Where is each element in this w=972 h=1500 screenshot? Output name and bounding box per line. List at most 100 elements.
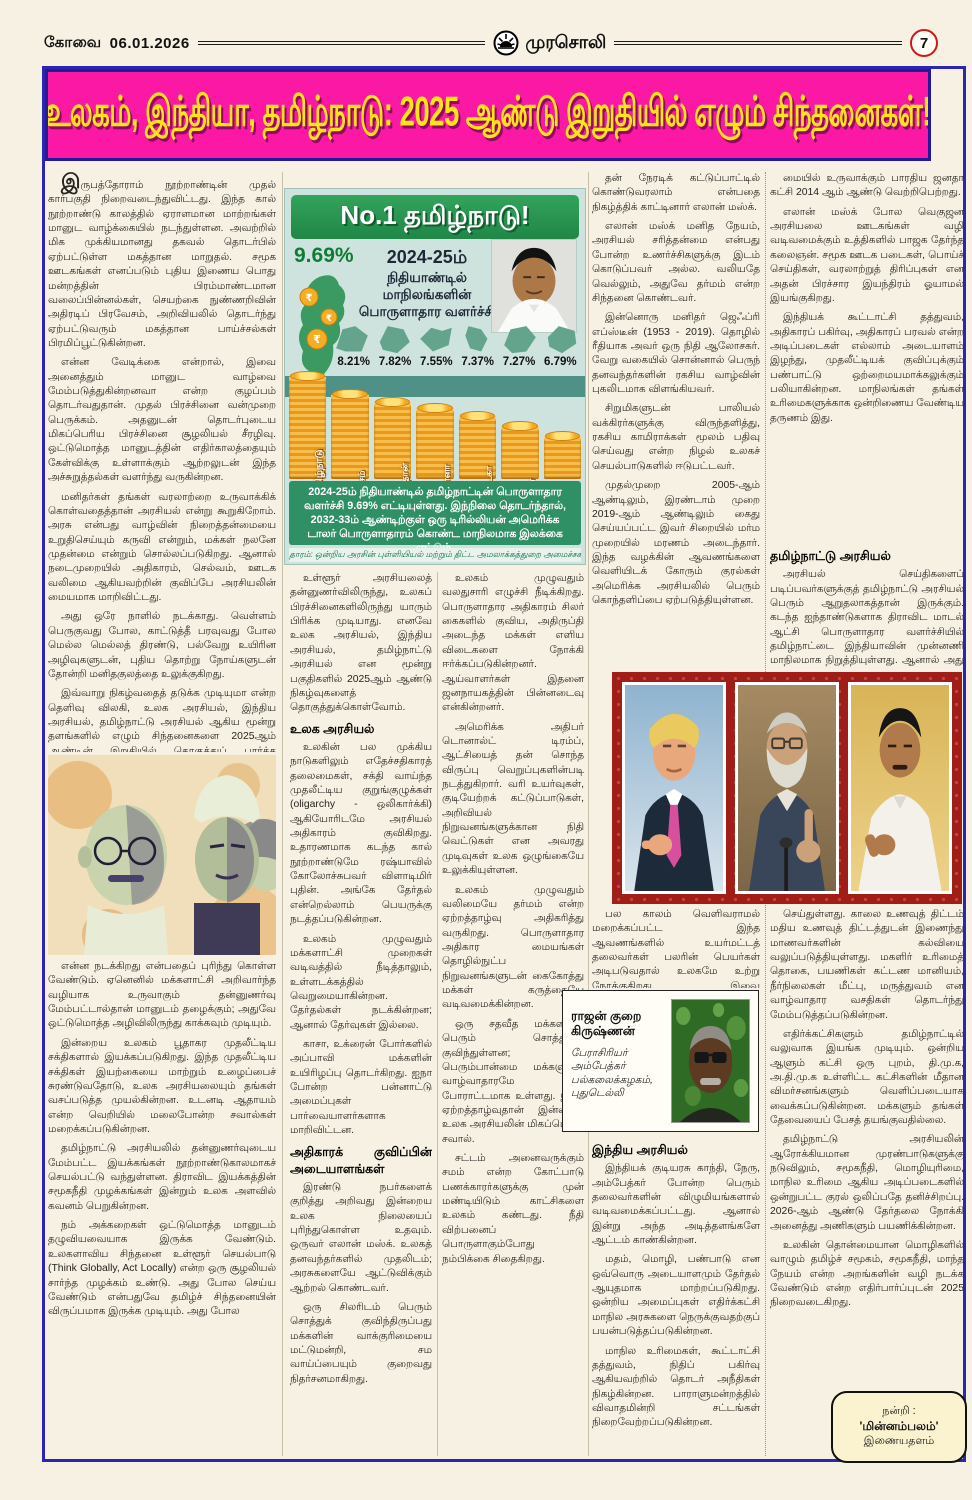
headline-banner: உலகம், இந்தியா, தமிழ்நாடு: 2025 ஆண்டு இற…	[45, 69, 931, 161]
article-column-5-top: மையில் உருவாக்கும் பாரதிய ஜனதா கட்சி 201…	[770, 172, 964, 542]
coin-stack-andhra: ஆந்திர பிரதேசம்	[331, 389, 369, 540]
section-heading-india: இந்திய அரசியல்	[592, 1143, 688, 1157]
paragraph: பல காலம் வெளிவராமல் மறைக்கப்பட்ட இந்த ஆவ…	[592, 909, 760, 988]
author-meta: ராஜன் குறை கிருஷ்ணன் பேராசிரியர் அம்பேத்…	[571, 999, 665, 1123]
page-number-badge: 7	[910, 29, 938, 57]
paragraph: இன்னொரு மனிதர் ஜெஃப்ரி எப்ஸ்டீன் (1953 -…	[592, 312, 760, 396]
photo-strip-trump-modi-stalin	[612, 672, 962, 904]
masthead: முரசொலி	[493, 30, 606, 56]
paragraph: ஒரு சதவீத மக்களிடம் பெரும் சொத்துகள் குவ…	[442, 1018, 584, 1145]
article-column-5-tn: தமிழ்நாட்டு அரசியல் அரசியல் செய்திகளைப் …	[770, 544, 964, 668]
paragraph: இருபத்தோராம் நூற்றாண்டின் முதல் கார்பகுத…	[48, 172, 276, 349]
article-column-1-top: இருபத்தோராம் நூற்றாண்டின் முதல் கார்பகுத…	[48, 172, 276, 752]
paragraph: அரசியல் செய்திகளைப் படிப்பவர்களுக்குத் த…	[770, 569, 964, 667]
photo-gandhi-nehru-ambedkar	[44, 755, 292, 965]
paragraph: முதல்முறை 2005-ஆம் ஆண்டிலும், இரண்டாம் ம…	[592, 480, 760, 607]
rising-sun-logo-icon	[493, 30, 519, 56]
column-separator	[437, 572, 438, 1456]
author-role: பேராசிரியர்	[571, 1047, 628, 1059]
paragraph: மதம், மொழி, பண்பாடு என ஒவ்வொரு அடையாளமும…	[592, 1254, 760, 1338]
paragraph: உள்ளூர் அரசியலைத் தன்னுணர்விலிருந்து, உல…	[290, 573, 432, 714]
paragraph: சட்டம் அனைவருக்கும் சமம் என்ற கோட்பாடு ப…	[442, 1153, 584, 1265]
coin-bar-chart: தமிழ்நாடு ஆந்திர பிரதேசம் ராஜஸ்தான் ஹரிய…	[289, 277, 581, 540]
paragraph: தன் நேரடிக் கட்டுப்பாட்டில் கொண்டுவரலாம்…	[592, 173, 760, 213]
article-column-1-bottom: என்ன நடக்கிறது என்பதைப் புரிந்து கொள்ள வ…	[48, 960, 276, 1456]
edition-name: கோவை	[44, 33, 102, 51]
paragraph: நம் அக்கறைகள் ஒட்டுமொத்த மானுடம் தழுவியவ…	[48, 1220, 276, 1318]
infographic-title: No.1 தமிழ்நாடு!	[340, 200, 530, 230]
paragraph: என்ன நடக்கிறது என்பதைப் புரிந்து கொள்ள வ…	[48, 961, 276, 1030]
state-growth-percentages: 8.21% 7.82% 7.55% 7.37% 7.27% 6.79%	[337, 356, 577, 368]
paragraph: இந்தியக் கூட்டாட்சி தத்துவம், அதிகாரப் ப…	[770, 312, 964, 424]
coin-stack-haryana: ஹரியானா	[416, 403, 454, 508]
tn-growth-value: 9.69%	[294, 244, 354, 267]
paragraph: எலான் மஸ்க் போல வெகுஜன அரசியலை ஊடகங்கள் …	[770, 206, 964, 304]
infographic-subtitle: 2024-25ம் நிதியாண்டில் மாநிலங்களின் பொரு…	[358, 247, 496, 319]
section-heading-world: உலக அரசியல்	[290, 721, 375, 736]
paragraph: உலகம் முழுவதும் வலதுசாரி எழுச்சி நீடிக்க…	[442, 573, 584, 714]
credit-source-type: இணையதளம்	[863, 1435, 935, 1447]
article-column-4-top: தன் நேரடிக் கட்டுப்பாட்டில் கொண்டுவரலாம்…	[592, 172, 760, 670]
infographic-source: ஆதாரம்: ஒன்றிய அரசின் புள்ளியியல் மற்றும…	[289, 548, 581, 562]
paragraph: இன்றைய உலகம் பூதாகர முதலீட்டிய சக்திகளால…	[48, 1037, 276, 1135]
paragraph: மனிதர்கள் தங்கள் வரலாற்றை உருவாக்கிக் கொ…	[48, 491, 276, 604]
header-rule-left	[197, 41, 486, 45]
page-header: கோவை 06.01.2026 முரசொலி 7	[44, 28, 938, 58]
column-separator	[588, 172, 589, 1456]
article-column-2: உள்ளூர் அரசியலைத் தன்னுணர்விலிருந்து, உல…	[290, 572, 432, 1456]
paragraph: அமெரிக்க அதிபர் டொனால்ட் டிரம்ப், ஆட்சிய…	[442, 721, 584, 877]
coin-stack-telangana: தெலங்கானா	[543, 431, 581, 535]
author-organization: அம்பேத்கர் பல்கலைக்கழகம், புதுடெல்லி	[571, 1060, 653, 1100]
paragraph: இரண்டு நபர்களைக் குறித்து அறிவது இன்றைய …	[290, 1182, 432, 1294]
paragraph: மாநில உரிமைகள், கூட்டாட்சி தத்துவம், நித…	[592, 1345, 760, 1429]
section-heading-tamilnadu: தமிழ்நாட்டு அரசியல்	[770, 549, 891, 563]
photo-author	[671, 999, 750, 1123]
coin-stack-maharashtra: மகாராஷ்டிரா	[501, 421, 539, 532]
paragraph: இவ்வாறு நிகழ்வதைத் தடுக்க முடியுமா என்ற …	[48, 688, 276, 752]
paragraph: ஒரு சிலரிடம் பெரும் சொத்துக் குவிந்திருப…	[290, 1301, 432, 1385]
tamilnadu-map-coins: ₹ ₹ ₹	[289, 269, 351, 381]
paragraph: மையில் உருவாக்கும் பாரதிய ஜனதா கட்சி 201…	[770, 173, 964, 199]
column-separator	[282, 172, 283, 1456]
paragraph: உலகின் பல முக்கிய நாடுகளிலும் எதேச்சதிகா…	[290, 741, 432, 926]
header-rule-right	[614, 41, 902, 45]
photo-modi	[735, 682, 839, 894]
state-silhouettes	[333, 326, 581, 355]
paragraph: எதிர்க்கட்சிகளும் தமிழ்நாட்டில் வலுவாக இ…	[770, 1028, 964, 1127]
paragraph: உலகம் முழுவதும் மக்களாட்சி முறைகள் வடிவத…	[290, 933, 432, 1031]
article-column-4-mid: பல காலம் வெளிவராமல் மறைக்கப்பட்ட இந்த ஆவ…	[592, 908, 760, 988]
infographic-caption: 2024-25ம் நிதியாண்டில் தமிழ்நாட்டின் பொர…	[289, 481, 581, 554]
paragraph: என்ன வேடிக்கை என்றால், இவை அனைத்தும் மான…	[48, 357, 276, 484]
paragraph: அது ஒரே நாளில் நடக்காது. வெள்ளம் பெருகுவ…	[48, 611, 276, 680]
masthead-title: முரசொலி	[525, 31, 607, 52]
credit-box: நன்றி : 'மின்னம்பலம்' இணையதளம்	[831, 1391, 967, 1463]
svg-text:₹: ₹	[326, 313, 332, 323]
coin-stack-karnataka: கர்நாடகா	[458, 411, 497, 505]
main-headline: உலகம், இந்தியா, தமிழ்நாடு: 2025 ஆண்டு இற…	[45, 87, 931, 135]
paragraph: செய்துள்ளது. காலை உணவுத் திட்டம் மதிய உண…	[770, 909, 964, 1021]
article-column-5-bottom: செய்துள்ளது. காலை உணவுத் திட்டம் மதிய உண…	[770, 908, 964, 1456]
photo-stalin	[848, 682, 952, 894]
infographic-title-bar: No.1 தமிழ்நாடு!	[291, 195, 579, 239]
economy-infographic: No.1 தமிழ்நாடு! 9.69% 2024-25ம் நிதியாண்…	[284, 188, 586, 565]
credit-thanks: நன்றி :	[882, 1405, 916, 1417]
coin-stack-tamilnadu: தமிழ்நாடு	[289, 371, 327, 494]
issue-date: 06.01.2026	[109, 34, 190, 52]
paragraph: சிறுமிகளுடன் பாலியல் வக்கிரர்களுக்கு விர…	[592, 403, 760, 472]
photo-cm-stalin-small	[491, 239, 577, 333]
author-name: ராஜன் குறை கிருஷ்ணன்	[571, 1009, 642, 1038]
paragraph: தமிழ்நாட்டு அரசியலில் தன்னுணர்வுடைய மேம்…	[48, 1143, 276, 1212]
paragraph: எலான் மஸ்க் மனித நேயம், அரசியல் சரித்தன்…	[592, 221, 760, 304]
coin-stack-rajasthan: ராஜஸ்தான்	[373, 397, 412, 509]
credit-source-name: 'மின்னம்பலம்'	[859, 1419, 939, 1433]
svg-text:₹: ₹	[313, 334, 321, 346]
section-heading-power: அதிகாரக் குவிப்பின் அடையாளங்கள்	[290, 1144, 432, 1176]
paragraph: உலகின் தொன்மையான மொழிகளில் வாழும் தமிழ்ச…	[770, 1239, 964, 1309]
article-column-4-bottom: இந்திய அரசியல் இந்தியக் குடியரசு காந்தி,…	[592, 1138, 760, 1456]
paragraph: உலகம் முழுவதும் வலிமையே தர்மம் என்ற ஏற்ற…	[442, 884, 584, 1011]
svg-text:₹: ₹	[306, 293, 313, 304]
paragraph: தமிழ்நாட்டு அரசியலின் ஆரோக்கியமான முரண்ப…	[770, 1134, 964, 1232]
author-box: ராஜன் குறை கிருஷ்ணன் பேராசிரியர் அம்பேத்…	[562, 990, 759, 1132]
photo-trump	[622, 682, 726, 894]
paragraph: காசா, உக்ரைன் போர்களில் அப்பாவி மக்களின்…	[290, 1039, 432, 1137]
